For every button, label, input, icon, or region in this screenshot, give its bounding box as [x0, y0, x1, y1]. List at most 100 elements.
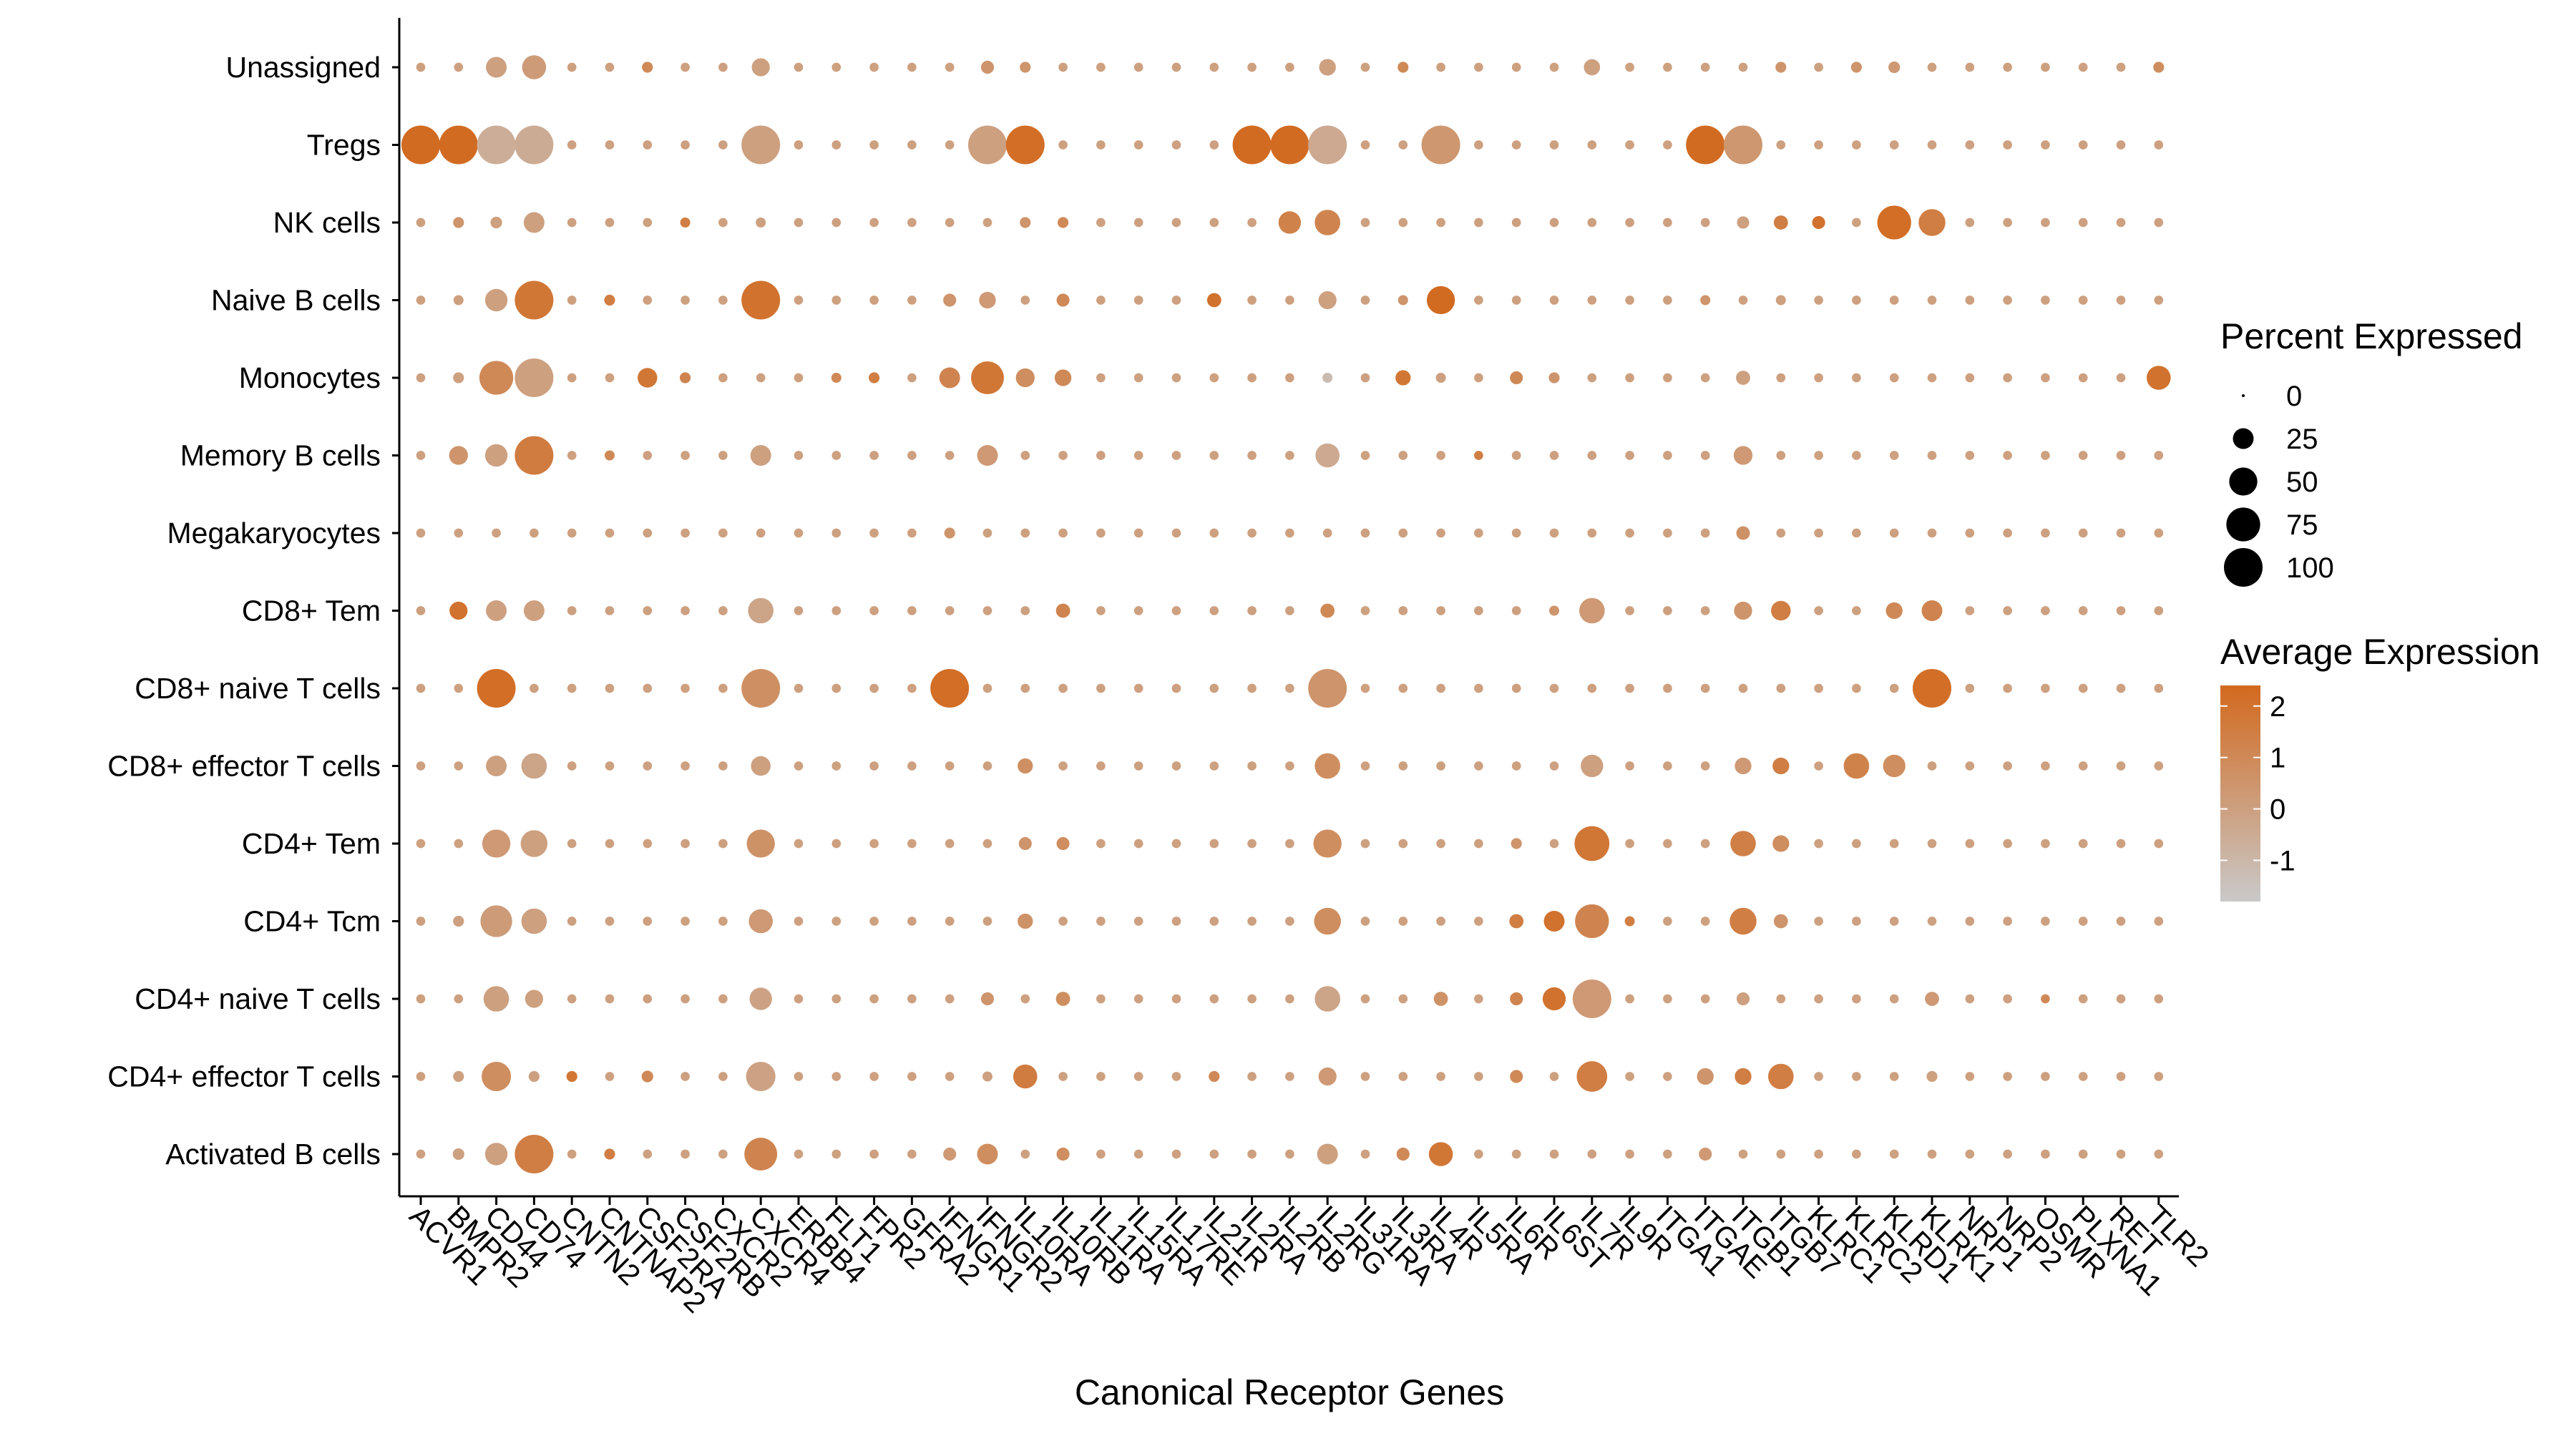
dot: [1396, 1147, 1410, 1161]
dot: [416, 1072, 426, 1081]
dot: [831, 606, 841, 615]
dot: [680, 917, 690, 926]
dot: [1096, 140, 1106, 150]
dot: [2078, 373, 2088, 383]
dot: [521, 753, 547, 779]
dot: [794, 373, 804, 383]
dot: [484, 444, 508, 467]
dot: [1927, 451, 1937, 460]
dot: [831, 994, 841, 1004]
dot: [1738, 62, 1748, 72]
dot: [1285, 1149, 1294, 1159]
dot: [1360, 839, 1370, 849]
dot: [1814, 296, 1823, 305]
dot: [1663, 451, 1672, 460]
dot: [1096, 1072, 1106, 1081]
dot: [1433, 992, 1448, 1006]
dot: [449, 601, 468, 620]
dot: [453, 217, 464, 228]
dot: [930, 669, 970, 708]
size-legend-dot: [2229, 467, 2258, 496]
dot: [2041, 1072, 2050, 1081]
dot: [2041, 839, 2050, 849]
dot: [831, 373, 841, 383]
dot: [869, 917, 879, 926]
dot: [1171, 528, 1181, 538]
dot: [2078, 140, 2088, 150]
dot: [1171, 140, 1181, 150]
dot: [1058, 451, 1068, 460]
dot: [1314, 753, 1341, 779]
dot: [1018, 758, 1033, 774]
dot: [980, 60, 995, 74]
size-legend-title: Percent Expressed: [2220, 316, 2522, 356]
dot: [1663, 1149, 1672, 1159]
dot: [1209, 683, 1219, 693]
dot: [1736, 992, 1750, 1006]
dot: [1285, 839, 1294, 849]
dot: [1738, 1149, 1748, 1159]
dot: [1549, 140, 1559, 150]
dot: [2154, 839, 2164, 849]
dot: [520, 830, 548, 857]
dot: [748, 597, 774, 624]
dot: [945, 62, 955, 72]
dot: [1133, 606, 1143, 615]
dot: [2116, 994, 2126, 1004]
dot: [2078, 606, 2088, 615]
dot: [1322, 528, 1332, 538]
dot: [2116, 606, 2126, 615]
dot: [490, 216, 502, 229]
dot: [2116, 761, 2126, 771]
dot: [2154, 761, 2164, 771]
dot: [680, 761, 690, 771]
dot: [718, 994, 728, 1004]
dot: [1436, 839, 1445, 849]
dot: [1625, 218, 1634, 228]
dot: [1360, 1149, 1370, 1159]
dot: [605, 1072, 615, 1081]
dot: [416, 606, 426, 615]
dot: [1308, 669, 1347, 708]
dot: [1686, 125, 1725, 165]
dot: [567, 839, 577, 849]
dot: [1852, 140, 1861, 150]
dot: [1436, 528, 1445, 538]
dot: [945, 451, 955, 460]
dot: [1729, 907, 1757, 935]
dot: [1056, 1147, 1070, 1161]
dot: [1020, 451, 1030, 460]
dot: [643, 140, 653, 150]
dot: [1133, 839, 1143, 849]
dot: [680, 1149, 690, 1159]
dot: [907, 218, 917, 228]
dot: [1927, 373, 1937, 383]
dot: [1927, 917, 1937, 926]
dot: [449, 446, 468, 465]
dot: [1549, 62, 1559, 72]
dot: [1474, 1072, 1483, 1081]
dot: [1322, 373, 1333, 383]
dot: [1360, 683, 1370, 693]
dot: [1426, 285, 1455, 315]
dot: [567, 62, 577, 72]
dot: [1510, 992, 1523, 1006]
dot: [1581, 754, 1604, 778]
dot: [530, 528, 539, 538]
dot: [1020, 606, 1030, 615]
dot: [1096, 62, 1106, 72]
dot: [1020, 296, 1030, 305]
dot: [1775, 295, 1786, 306]
dot: [1772, 757, 1790, 775]
dot: [1776, 683, 1786, 693]
dot: [1965, 994, 1975, 1004]
dot: [1814, 451, 1823, 460]
dot: [1700, 683, 1710, 693]
dot: [831, 917, 841, 926]
dot: [1206, 293, 1221, 308]
dot: [605, 683, 615, 693]
dot: [794, 296, 804, 305]
dot: [907, 1072, 917, 1081]
dot: [2116, 218, 2126, 228]
dot: [2003, 994, 2012, 1004]
